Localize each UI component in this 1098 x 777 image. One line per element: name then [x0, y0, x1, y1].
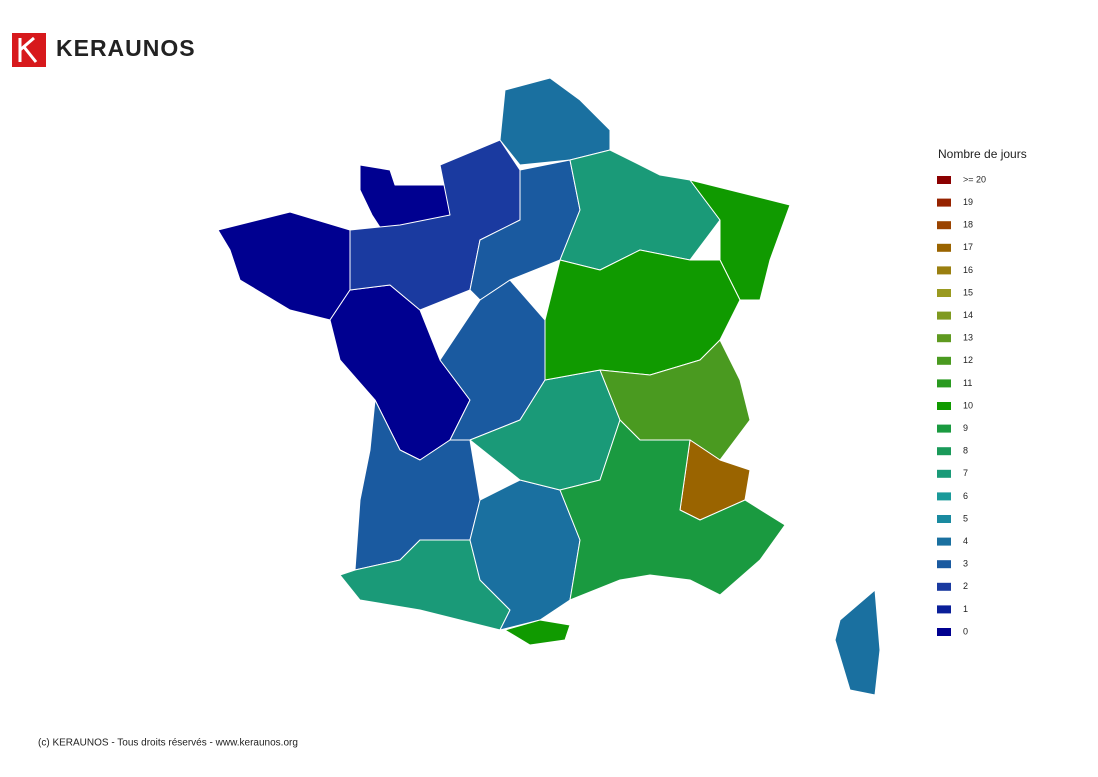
legend-title: Nombre de jours: [938, 147, 1027, 161]
legend-label: 12: [963, 355, 973, 365]
region: [559, 419, 786, 601]
legend-label: 2: [963, 581, 968, 591]
legend-swatch: [937, 402, 951, 410]
legend-swatch: [937, 289, 951, 297]
legend-swatch: [937, 221, 951, 230]
legend-swatch: [937, 266, 951, 275]
footer: (c) KERAUNOS - Tous droits réservés - ww…: [38, 738, 298, 749]
legend-swatch: [937, 198, 951, 207]
legend-label: 3: [963, 559, 968, 569]
legend-label: 17: [963, 242, 973, 252]
legend-label: 11: [963, 378, 972, 388]
logo-glyph: [18, 36, 38, 63]
legend-label: >= 20: [963, 174, 986, 184]
legend-label: 8: [963, 446, 968, 456]
legend-label: 0: [963, 626, 968, 636]
region: [689, 179, 791, 301]
legend-swatch: [937, 334, 951, 343]
legend-label: 19: [963, 197, 973, 207]
legend-swatch: [937, 605, 951, 614]
legend-swatch: [937, 560, 951, 569]
legend-swatch: [937, 582, 951, 591]
legend-swatch: [937, 176, 951, 184]
legend-swatch: [937, 515, 951, 523]
legend-swatch: [937, 492, 951, 501]
legend-label: 7: [963, 468, 968, 478]
legend-label: 6: [963, 491, 968, 501]
legend-swatch: [937, 469, 951, 478]
legend-swatch: [937, 311, 951, 320]
region: [499, 77, 611, 166]
legend-label: 9: [963, 423, 968, 433]
legend-label: 4: [963, 536, 968, 546]
legend-swatch: [937, 243, 951, 252]
legend-label: 18: [963, 220, 973, 230]
brand: KERAUNOS: [56, 35, 196, 61]
legend-swatch: [937, 537, 951, 546]
legend-swatch: [937, 379, 951, 388]
region: [834, 589, 881, 696]
legend-label: 5: [963, 513, 968, 523]
legend-label: 15: [963, 287, 973, 297]
legend-label: 13: [963, 333, 973, 343]
legend-label: 10: [963, 400, 973, 410]
region: [217, 211, 351, 321]
legend-swatch: [937, 424, 951, 433]
legend-label: 1: [963, 604, 968, 614]
region: [504, 619, 571, 646]
legend-swatch: [937, 447, 951, 456]
legend-swatch: [937, 628, 951, 636]
legend-label: 16: [963, 265, 973, 275]
legend-swatch: [937, 356, 951, 365]
legend-label: 14: [963, 310, 973, 320]
map: [217, 77, 881, 696]
logo-mark: [12, 33, 46, 67]
